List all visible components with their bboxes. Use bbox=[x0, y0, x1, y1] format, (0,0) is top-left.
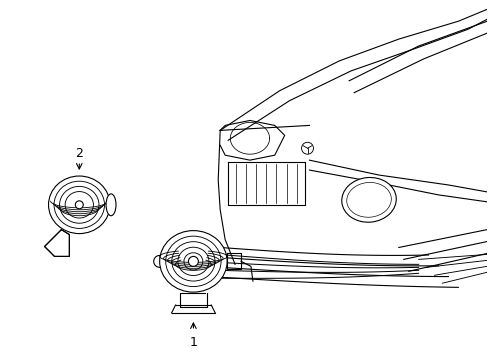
Text: 2: 2 bbox=[75, 147, 83, 160]
Polygon shape bbox=[44, 230, 69, 256]
Circle shape bbox=[301, 142, 313, 154]
Ellipse shape bbox=[106, 194, 116, 216]
Circle shape bbox=[75, 201, 83, 209]
Ellipse shape bbox=[341, 177, 395, 222]
Circle shape bbox=[188, 256, 198, 266]
Ellipse shape bbox=[346, 183, 390, 217]
Text: 1: 1 bbox=[189, 336, 197, 349]
Ellipse shape bbox=[48, 176, 110, 234]
Ellipse shape bbox=[160, 231, 226, 292]
